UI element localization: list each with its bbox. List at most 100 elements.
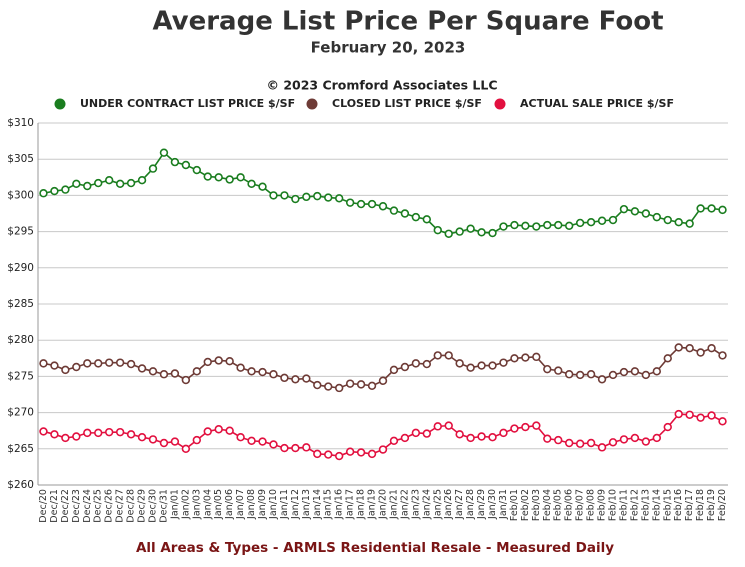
data-point	[170, 437, 180, 446]
x-tick-label: Jan/05	[213, 489, 224, 520]
data-point	[225, 175, 234, 184]
data-point	[302, 192, 311, 202]
data-point	[378, 376, 388, 385]
data-point	[236, 363, 245, 372]
x-tick-label: Feb/10	[608, 489, 619, 521]
x-tick-label: Jan/15	[323, 489, 334, 520]
data-point	[663, 354, 672, 363]
legend-marker	[494, 98, 506, 110]
legend-marker	[54, 98, 66, 110]
x-tick-label: Jan/09	[257, 489, 268, 520]
data-point	[170, 157, 180, 167]
data-point	[597, 216, 607, 225]
x-tick-label: Dec/31	[158, 489, 169, 523]
data-point	[532, 222, 541, 231]
data-point	[411, 212, 421, 222]
y-tick-label: $265	[7, 443, 34, 455]
data-point	[652, 212, 662, 222]
data-point	[477, 228, 486, 237]
data-point	[181, 444, 191, 453]
x-tick-label: Jan/19	[367, 489, 378, 520]
data-point	[575, 439, 585, 448]
data-point	[389, 436, 399, 446]
data-point	[334, 194, 344, 203]
x-tick-label: Feb/06	[564, 489, 575, 521]
data-point	[126, 178, 136, 188]
data-point	[400, 209, 410, 218]
data-point	[324, 193, 333, 202]
data-point	[455, 359, 464, 368]
data-point	[258, 182, 267, 191]
data-point	[148, 435, 158, 444]
data-point	[83, 428, 92, 438]
data-point	[389, 365, 399, 375]
data-point	[159, 148, 169, 157]
data-point	[39, 427, 48, 436]
x-tick-label: Feb/08	[586, 489, 597, 521]
x-tick-label: Feb/16	[673, 489, 684, 521]
x-tick-label: Jan/21	[388, 489, 399, 520]
data-point	[225, 356, 234, 366]
data-point	[345, 447, 355, 456]
data-point	[718, 205, 727, 215]
data-point	[718, 351, 727, 360]
data-point	[94, 428, 103, 438]
data-point	[269, 191, 278, 200]
data-point	[444, 229, 453, 238]
data-point	[367, 381, 377, 391]
x-tick-label: Feb/07	[575, 489, 586, 521]
data-point	[466, 363, 475, 372]
data-point	[586, 370, 596, 379]
legend-marker	[306, 98, 318, 110]
data-point	[378, 202, 388, 211]
x-tick-label: Jan/12	[290, 489, 301, 520]
data-point	[586, 438, 596, 448]
data-point	[630, 367, 640, 376]
chart-title: Average List Price Per Square Foot	[152, 7, 663, 37]
data-point	[477, 361, 486, 370]
data-point	[619, 204, 629, 214]
x-tick-label: Jan/08	[246, 489, 257, 520]
x-tick-label: Jan/24	[421, 489, 432, 520]
data-point	[543, 364, 552, 374]
data-point	[685, 343, 694, 353]
data-point	[291, 194, 300, 204]
data-point	[148, 367, 158, 376]
x-tick-label: Feb/09	[597, 489, 608, 521]
data-point	[137, 364, 147, 373]
footer: All Areas & Types - ARMLS Residential Re…	[136, 540, 614, 556]
x-tick-label: Jan/28	[465, 489, 476, 520]
data-point	[236, 433, 245, 442]
x-tick-label: Jan/07	[235, 489, 246, 520]
data-point	[543, 220, 552, 230]
data-point	[324, 450, 333, 459]
x-tick-label: Dec/25	[93, 489, 104, 523]
data-point	[159, 370, 169, 379]
data-point	[608, 370, 618, 380]
x-tick-label: Dec/20	[38, 489, 49, 523]
x-tick-label: Jan/04	[202, 489, 213, 520]
data-point	[696, 204, 705, 213]
data-point	[575, 218, 585, 228]
x-tick-label: Feb/05	[553, 489, 564, 521]
y-tick-label: $310	[7, 117, 34, 129]
data-point	[345, 198, 355, 207]
data-point	[455, 227, 464, 236]
data-point	[126, 430, 136, 439]
data-point	[83, 359, 92, 368]
data-point	[137, 175, 147, 185]
data-point	[400, 362, 410, 372]
data-point	[608, 215, 618, 225]
data-point	[203, 427, 212, 436]
x-tick-label: Jan/11	[279, 489, 290, 520]
data-point	[72, 179, 81, 189]
data-point	[532, 352, 541, 362]
data-point	[510, 220, 519, 230]
data-point	[685, 410, 694, 419]
data-point	[258, 437, 267, 446]
x-tick-label: Dec/29	[137, 489, 148, 523]
data-point	[455, 430, 464, 439]
x-tick-label: Jan/27	[454, 489, 465, 520]
x-tick-label: Feb/13	[640, 489, 651, 521]
data-point	[499, 428, 508, 438]
